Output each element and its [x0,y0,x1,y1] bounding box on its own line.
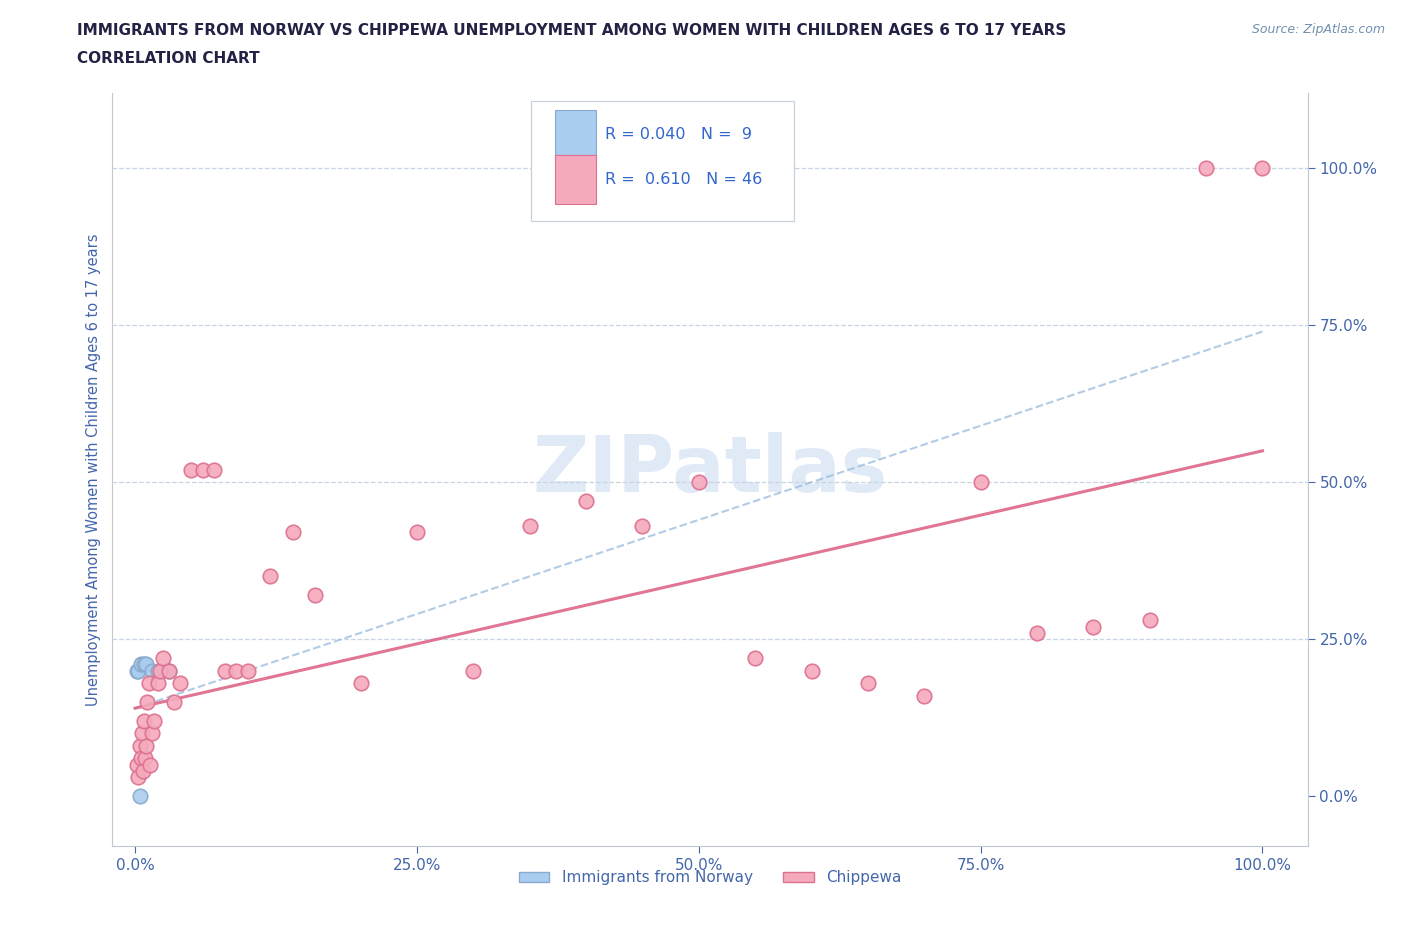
Point [132,657,155,671]
Point [146,675,169,690]
Point [128,789,150,804]
Text: IMMIGRANTS FROM NORWAY VS CHIPPEWA UNEMPLOYMENT AMONG WOMEN WITH CHILDREN AGES 6: IMMIGRANTS FROM NORWAY VS CHIPPEWA UNEMP… [77,23,1067,38]
Text: R = 0.040   N =  9: R = 0.040 N = 9 [605,126,752,142]
Point [349,675,371,690]
Point [132,764,155,778]
Point [132,713,155,728]
Point [127,770,149,785]
Point [1026,626,1049,641]
Point [129,657,152,671]
Point [152,651,174,666]
Point [1083,619,1105,634]
Point [281,525,304,539]
Text: ZIPatlas: ZIPatlas [533,432,887,508]
Point [304,588,326,603]
Y-axis label: Unemployment Among Women with Children Ages 6 to 17 years: Unemployment Among Women with Children A… [86,233,101,706]
Point [169,675,191,690]
Point [138,757,160,772]
Point [129,751,152,766]
Point [127,663,149,678]
Point [141,726,163,741]
Point [744,651,766,666]
Point [180,462,202,477]
Point [688,474,710,489]
Point [149,663,172,678]
Point [519,519,541,534]
Point [214,663,236,678]
Point [406,525,429,539]
Point [1139,613,1161,628]
Point [127,663,149,678]
Point [143,713,166,728]
Point [1251,161,1274,176]
Point [259,569,281,584]
Point [912,688,935,703]
Point [134,751,156,766]
Point [128,738,150,753]
Point [135,738,157,753]
FancyBboxPatch shape [554,110,596,159]
Point [856,675,879,690]
FancyBboxPatch shape [554,155,596,204]
Point [138,675,160,690]
Point [236,663,259,678]
Point [163,695,186,710]
Point [131,726,153,741]
Point [135,657,157,671]
Text: CORRELATION CHART: CORRELATION CHART [77,51,260,66]
Point [141,663,163,678]
Point [202,462,225,477]
Point [136,695,159,710]
Point [191,462,214,477]
Point [146,663,169,678]
Text: Source: ZipAtlas.com: Source: ZipAtlas.com [1251,23,1385,36]
Point [575,494,598,509]
Point [1195,161,1218,176]
FancyBboxPatch shape [531,100,793,221]
Point [631,519,654,534]
Point [157,663,180,678]
Point [969,474,991,489]
Point [225,663,247,678]
Text: R =  0.610   N = 46: R = 0.610 N = 46 [605,172,762,187]
Point [463,663,485,678]
Point [800,663,823,678]
Legend: Immigrants from Norway, Chippewa: Immigrants from Norway, Chippewa [513,864,907,891]
Point [157,663,180,678]
Point [127,757,149,772]
